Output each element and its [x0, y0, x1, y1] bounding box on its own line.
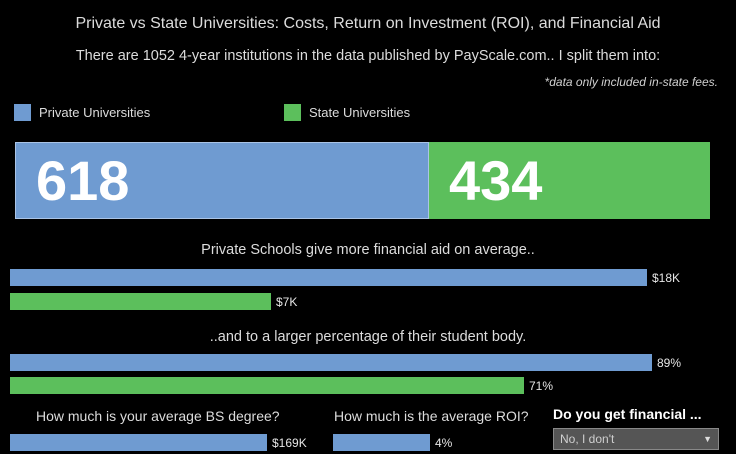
financial-aid-question-label: Do you get financial ... — [553, 406, 702, 422]
legend-state-label: State Universities — [309, 105, 411, 120]
page-subtitle: There are 1052 4-year institutions in th… — [75, 48, 661, 64]
legend-private-label: Private Universities — [39, 105, 151, 120]
degree-cost-bar[interactable] — [10, 434, 267, 451]
aid-percent-heading: ..and to a larger percentage of their st… — [209, 329, 527, 345]
legend-state-swatch — [284, 104, 301, 121]
data-note: *data only included in-state fees. — [544, 75, 718, 89]
state-count-bar[interactable]: 434 — [429, 142, 710, 219]
page-title: Private vs State Universities: Costs, Re… — [75, 15, 661, 32]
roi-value: 4% — [435, 436, 453, 450]
private-count-label: 618 — [36, 149, 130, 212]
chevron-down-icon: ▼ — [703, 434, 712, 444]
aid-amount-heading: Private Schools give more financial aid … — [201, 242, 535, 258]
legend-private[interactable]: Private Universities — [14, 104, 150, 121]
legend-private-swatch — [14, 104, 31, 121]
roi-bar[interactable] — [333, 434, 430, 451]
aid-amount-private-bar[interactable] — [10, 269, 647, 286]
roi-label: How much is the average ROI? — [334, 408, 529, 424]
aid-amount-state-bar[interactable] — [10, 293, 271, 310]
state-count-label: 434 — [449, 149, 543, 212]
aid-percent-state-bar[interactable] — [10, 377, 524, 394]
private-count-bar[interactable]: 618 — [15, 142, 429, 219]
aid-amount-private-value: $18K — [652, 271, 681, 285]
aid-amount-state-value: $7K — [276, 295, 298, 309]
degree-cost-value: $169K — [272, 436, 307, 450]
degree-cost-label: How much is your average BS degree? — [36, 408, 280, 424]
financial-aid-dropdown[interactable]: No, I don't ▼ — [553, 428, 719, 450]
aid-percent-state-value: 71% — [529, 379, 554, 393]
aid-percent-private-value: 89% — [657, 356, 682, 370]
legend-state[interactable]: State Universities — [284, 104, 410, 121]
aid-percent-private-bar[interactable] — [10, 354, 652, 371]
financial-aid-dropdown-value: No, I don't — [560, 432, 615, 446]
